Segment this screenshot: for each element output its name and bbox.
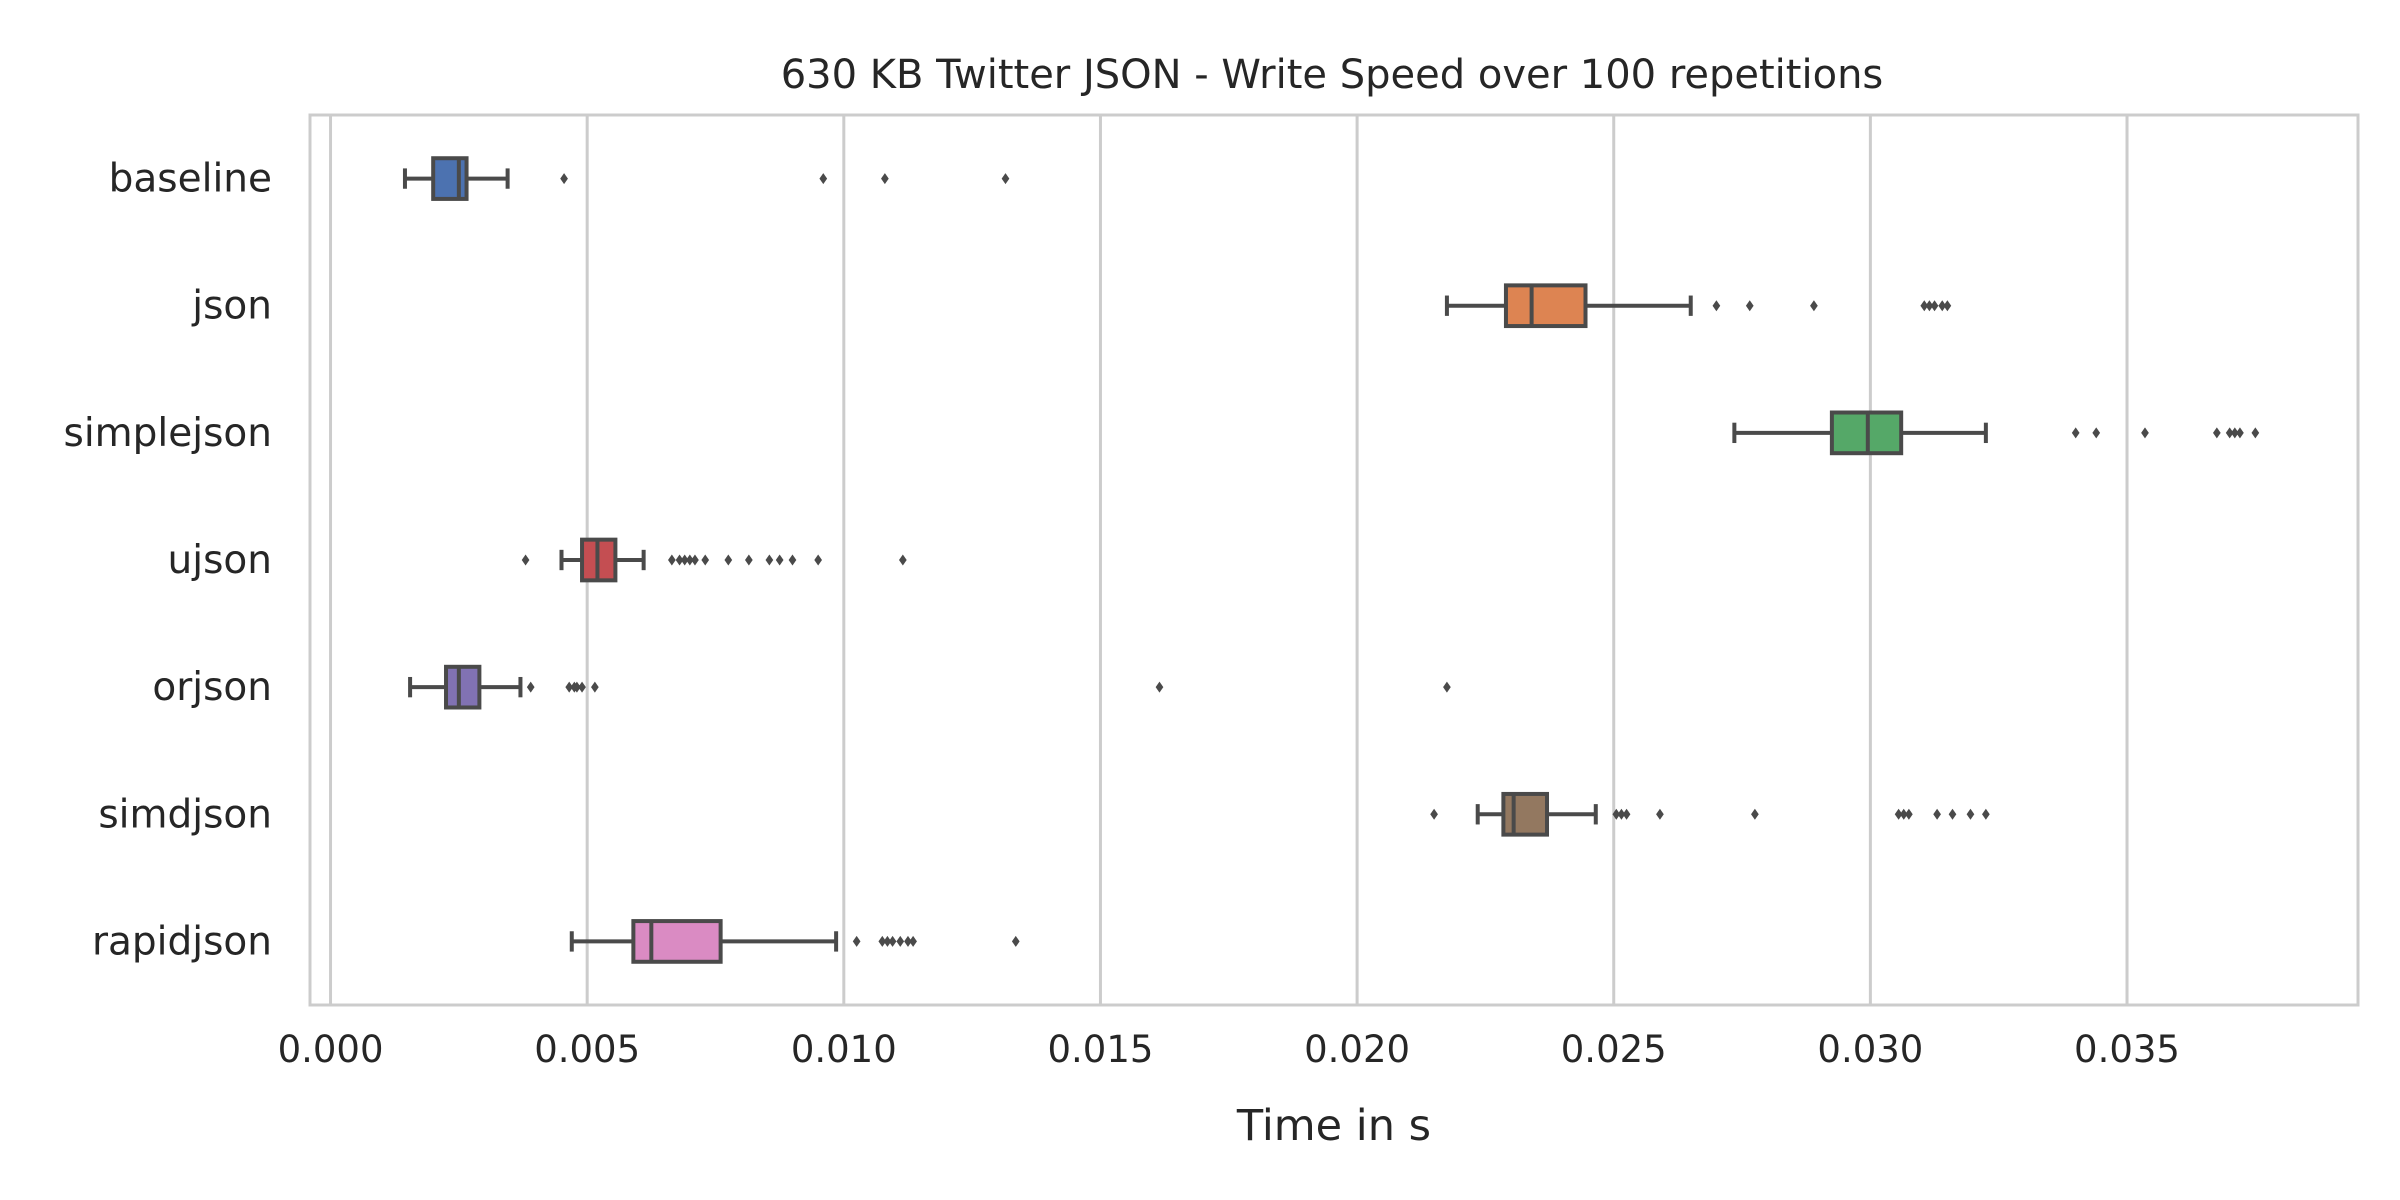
box-simdjson xyxy=(1430,791,1990,837)
outlier-point xyxy=(591,681,599,693)
outlier-point xyxy=(1443,681,1451,693)
outlier-point xyxy=(2225,427,2234,439)
x-axis-ticks: 0.000 0.005 0.010 0.015 0.020 0.025 0.030 0.035 xyxy=(278,1028,2180,1071)
outlier-point xyxy=(701,554,710,566)
outlier-point xyxy=(819,173,828,185)
x-tick-label: 0.015 xyxy=(1047,1028,1153,1071)
y-tick-label: rapidjson xyxy=(92,919,272,964)
outlier-point xyxy=(2236,427,2244,439)
x-tick-label: 0.030 xyxy=(1817,1028,1923,1071)
outlier-point xyxy=(1938,300,1947,312)
outlier-point xyxy=(1745,300,1754,312)
box-baseline xyxy=(402,156,1010,201)
outlier-point xyxy=(668,554,676,566)
plot-frame xyxy=(308,113,2360,1007)
outlier-point xyxy=(724,554,733,566)
outlier-point xyxy=(1905,808,1913,820)
y-tick-label: baseline xyxy=(109,157,272,202)
outlier-point xyxy=(1925,300,1934,312)
outlier-point xyxy=(1948,808,1957,820)
y-tick-label: json xyxy=(191,284,272,329)
outlier-point xyxy=(2230,427,2239,439)
outlier-point xyxy=(1622,808,1631,820)
outlier-point xyxy=(2251,427,2260,439)
outlier-point xyxy=(573,681,581,693)
outlier-point xyxy=(775,554,784,566)
outlier-point xyxy=(675,554,684,566)
outlier-point xyxy=(1011,935,1020,947)
box-simplejson xyxy=(1732,410,2260,456)
outlier-point xyxy=(2071,427,2080,439)
outlier-point xyxy=(1155,681,1164,693)
outlier-point xyxy=(878,935,887,947)
y-tick-label: ujson xyxy=(168,538,272,583)
x-tick-label: 0.020 xyxy=(1304,1028,1410,1071)
x-tick-label: 0.035 xyxy=(2074,1028,2180,1071)
outlier-point xyxy=(888,935,897,947)
outlier-point xyxy=(578,681,586,693)
grid-lines xyxy=(329,115,2129,1005)
outlier-point xyxy=(1920,300,1929,312)
outlier-point xyxy=(883,935,892,947)
outlier-point xyxy=(526,681,535,693)
outlier-point xyxy=(1430,808,1438,820)
outlier-point xyxy=(1712,300,1721,312)
outlier-point xyxy=(685,554,694,566)
outlier-point xyxy=(680,554,689,566)
outlier-point xyxy=(788,554,797,566)
y-tick-label: orjson xyxy=(152,665,272,710)
box-iqr xyxy=(1503,283,1588,329)
outlier-point xyxy=(1656,808,1664,820)
box-iqr xyxy=(431,156,469,201)
chart-title: 630 KB Twitter JSON - Write Speed over 1… xyxy=(781,52,1884,98)
y-axis-ticks: baseline json simplejson ujson orjson simdjso… xyxy=(64,157,272,965)
outlier-point xyxy=(1751,808,1759,820)
box-iqr xyxy=(444,664,482,710)
box-series xyxy=(402,156,2260,964)
outlier-point xyxy=(745,554,753,566)
outlier-point xyxy=(521,554,530,566)
outlier-point xyxy=(898,554,907,566)
outlier-point xyxy=(814,554,823,566)
outlier-point xyxy=(691,554,699,566)
box-iqr xyxy=(1501,791,1550,837)
outlier-point xyxy=(1894,808,1903,820)
outlier-point xyxy=(2141,427,2149,439)
x-tick-label: 0.010 xyxy=(791,1028,897,1071)
outlier-point xyxy=(1810,300,1818,312)
outlier-point xyxy=(909,935,917,947)
x-tick-label: 0.000 xyxy=(278,1028,384,1071)
outlier-point xyxy=(1943,300,1952,312)
box-rapidjson xyxy=(569,919,1020,964)
outlier-point xyxy=(852,935,861,947)
outlier-point xyxy=(1930,300,1939,312)
outlier-point xyxy=(896,935,905,947)
outlier-point xyxy=(2212,427,2221,439)
outlier-point xyxy=(904,935,912,947)
outlier-point xyxy=(2092,427,2101,439)
outlier-point xyxy=(1966,808,1975,820)
outlier-point xyxy=(1617,808,1626,820)
outlier-point xyxy=(1001,173,1010,185)
box-iqr xyxy=(631,919,723,964)
box-orjson xyxy=(408,664,1451,710)
x-tick-label: 0.025 xyxy=(1561,1028,1667,1071)
y-tick-label: simdjson xyxy=(98,792,272,837)
outlier-point xyxy=(765,554,774,566)
box-json xyxy=(1444,283,1952,329)
box-ujson xyxy=(521,537,907,583)
outlier-point xyxy=(1982,808,1990,820)
x-tick-label: 0.005 xyxy=(534,1028,640,1071)
outlier-point xyxy=(560,173,568,185)
y-tick-label: simplejson xyxy=(64,411,272,456)
outlier-point xyxy=(565,681,574,693)
x-axis-label: Time in s xyxy=(1236,1101,1431,1151)
outlier-point xyxy=(1899,808,1908,820)
outlier-point xyxy=(881,173,889,185)
outlier-point xyxy=(1933,808,1941,820)
outlier-point xyxy=(1612,808,1621,820)
